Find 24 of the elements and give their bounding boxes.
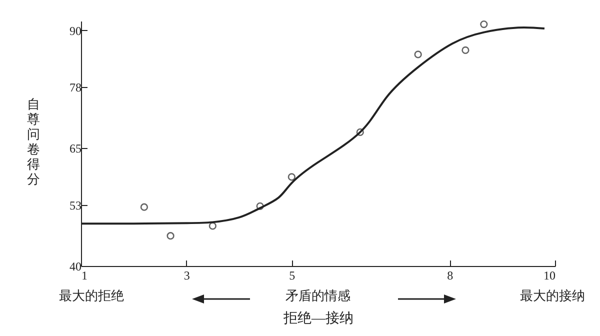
y-tick-label: 53 (70, 198, 82, 212)
point (208, 222, 216, 230)
x-axis-title: 拒绝—接纳 (282, 310, 354, 326)
y-tick-label: 78 (70, 80, 82, 94)
point (462, 46, 470, 54)
text: 矛盾的情感 (286, 288, 350, 303)
point (414, 50, 422, 58)
x-tick-label: 1 (82, 268, 88, 282)
x-tick-label: 10 (544, 268, 556, 282)
y-tick-label: 65 (70, 142, 82, 156)
y-axis-title: 自尊问卷得分 (27, 96, 40, 186)
y-tick-label: 40 (70, 260, 82, 274)
point (480, 20, 488, 28)
point (256, 202, 264, 210)
x-tick-label: 3 (184, 268, 190, 282)
x-tick-label: 5 (289, 268, 296, 282)
point (166, 232, 174, 240)
y-tick-label: 90 (70, 24, 82, 38)
point (288, 173, 296, 181)
text: 最大的拒绝 (59, 288, 124, 303)
point (356, 128, 364, 136)
point (140, 203, 148, 211)
x-tick-label: 8 (447, 268, 454, 282)
text: 最大的接纳 (520, 288, 585, 303)
